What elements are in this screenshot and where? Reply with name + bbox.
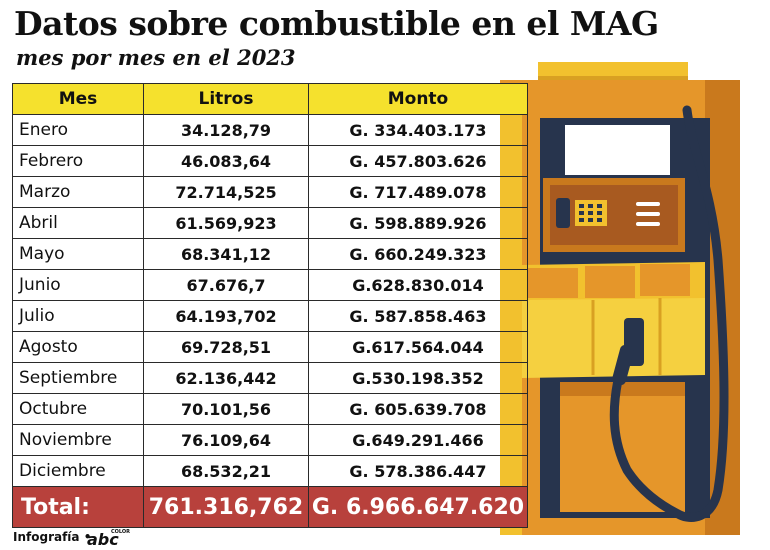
table-header-row: Mes Litros Monto xyxy=(12,83,528,115)
cell-monto: G. 605.639.708 xyxy=(308,393,528,425)
cell-monto: G.617.564.044 xyxy=(308,331,528,363)
cell-monto: G.628.830.014 xyxy=(308,269,528,301)
cell-monto: G. 457.803.626 xyxy=(308,145,528,177)
pump-keypad-keys xyxy=(579,204,602,222)
cell-litros: 76.109,64 xyxy=(143,424,309,456)
pump-shelf-block-3 xyxy=(640,264,690,296)
header-monto: Monto xyxy=(308,83,528,115)
pump-shelf-block-2 xyxy=(585,266,635,298)
cell-mes: Diciembre xyxy=(12,455,144,487)
pump-lower-panel-shade xyxy=(560,382,685,396)
table-row: Julio 64.193,702 G. 587.858.463 xyxy=(12,300,528,332)
cell-litros: 34.128,79 xyxy=(143,114,309,146)
pump-nozzle-grip xyxy=(612,344,634,386)
cell-litros: 62.136,442 xyxy=(143,362,309,394)
cell-litros: 68.341,12 xyxy=(143,238,309,270)
cell-litros: 61.569,923 xyxy=(143,207,309,239)
table-row: Abril 61.569,923 G. 598.889.926 xyxy=(12,207,528,239)
pump-indicator-lines xyxy=(636,202,660,226)
cell-monto: G. 587.858.463 xyxy=(308,300,528,332)
cell-litros: 67.676,7 xyxy=(143,269,309,301)
cell-mes: Julio xyxy=(12,300,144,332)
cell-monto: G. 578.386.447 xyxy=(308,455,528,487)
cell-mes: Octubre xyxy=(12,393,144,425)
header-mes: Mes xyxy=(12,83,144,115)
table-row: Mayo 68.341,12 G. 660.249.323 xyxy=(12,238,528,270)
cell-monto: G.649.291.466 xyxy=(308,424,528,456)
cell-litros: 72.714,525 xyxy=(143,176,309,208)
infografia-credit: Infografía • xyxy=(13,530,92,544)
table-row: Enero 34.128,79 G. 334.403.173 xyxy=(12,114,528,146)
table-row: Septiembre 62.136,442 G.530.198.352 xyxy=(12,362,528,394)
pump-phone-icon xyxy=(556,198,570,228)
page-title: Datos sobre combustible en el MAG xyxy=(14,4,659,43)
cell-monto: G. 598.889.926 xyxy=(308,207,528,239)
cell-litros: 64.193,702 xyxy=(143,300,309,332)
table-row: Agosto 69.728,51 G.617.564.044 xyxy=(12,331,528,363)
cell-monto: G.530.198.352 xyxy=(308,362,528,394)
pump-shelf-block-1 xyxy=(528,268,578,298)
table-row: Diciembre 68.532,21 G. 578.386.447 xyxy=(12,455,528,487)
total-monto: G. 6.966.647.620 xyxy=(308,486,528,528)
table-row: Marzo 72.714,525 G. 717.489.078 xyxy=(12,176,528,208)
fuel-table: Mes Litros Monto Enero 34.128,79 G. 334.40… xyxy=(12,83,528,528)
abc-logo-text: abc xyxy=(87,530,119,547)
total-row: Total: 761.316,762 G. 6.966.647.620 xyxy=(12,486,528,528)
cell-mes: Marzo xyxy=(12,176,144,208)
table-row: Febrero 46.083,64 G. 457.803.626 xyxy=(12,145,528,177)
cell-mes: Junio xyxy=(12,269,144,301)
cell-monto: G. 334.403.173 xyxy=(308,114,528,146)
pump-shelf-front xyxy=(522,298,705,378)
pump-head xyxy=(500,80,740,110)
page-subtitle: mes por mes en el 2023 xyxy=(16,45,296,70)
table-row: Octubre 70.101,56 G. 605.639.708 xyxy=(12,393,528,425)
cell-monto: G. 717.489.078 xyxy=(308,176,528,208)
header-litros: Litros xyxy=(143,83,309,115)
cell-mes: Febrero xyxy=(12,145,144,177)
total-label: Total: xyxy=(12,486,144,528)
cell-mes: Noviembre xyxy=(12,424,144,456)
pump-window xyxy=(565,125,670,175)
cell-mes: Mayo xyxy=(12,238,144,270)
table-row: Noviembre 76.109,64 G.649.291.466 xyxy=(12,424,528,456)
cell-litros: 69.728,51 xyxy=(143,331,309,363)
pump-hose xyxy=(609,105,729,522)
cell-litros: 70.101,56 xyxy=(143,393,309,425)
cell-mes: Agosto xyxy=(12,331,144,363)
cell-litros: 68.532,21 xyxy=(143,455,309,487)
cell-mes: Septiembre xyxy=(12,362,144,394)
cell-mes: Enero xyxy=(12,114,144,146)
pump-head-side xyxy=(705,80,740,110)
abc-logo-small-text: COLOR xyxy=(111,529,130,535)
pump-top-cap-shade xyxy=(538,76,688,82)
total-litros: 761.316,762 xyxy=(143,486,309,528)
cell-monto: G. 660.249.323 xyxy=(308,238,528,270)
cell-mes: Abril xyxy=(12,207,144,239)
table-row: Junio 67.676,7 G.628.830.014 xyxy=(12,269,528,301)
abc-logo: COLOR abc xyxy=(87,529,130,547)
cell-litros: 46.083,64 xyxy=(143,145,309,177)
